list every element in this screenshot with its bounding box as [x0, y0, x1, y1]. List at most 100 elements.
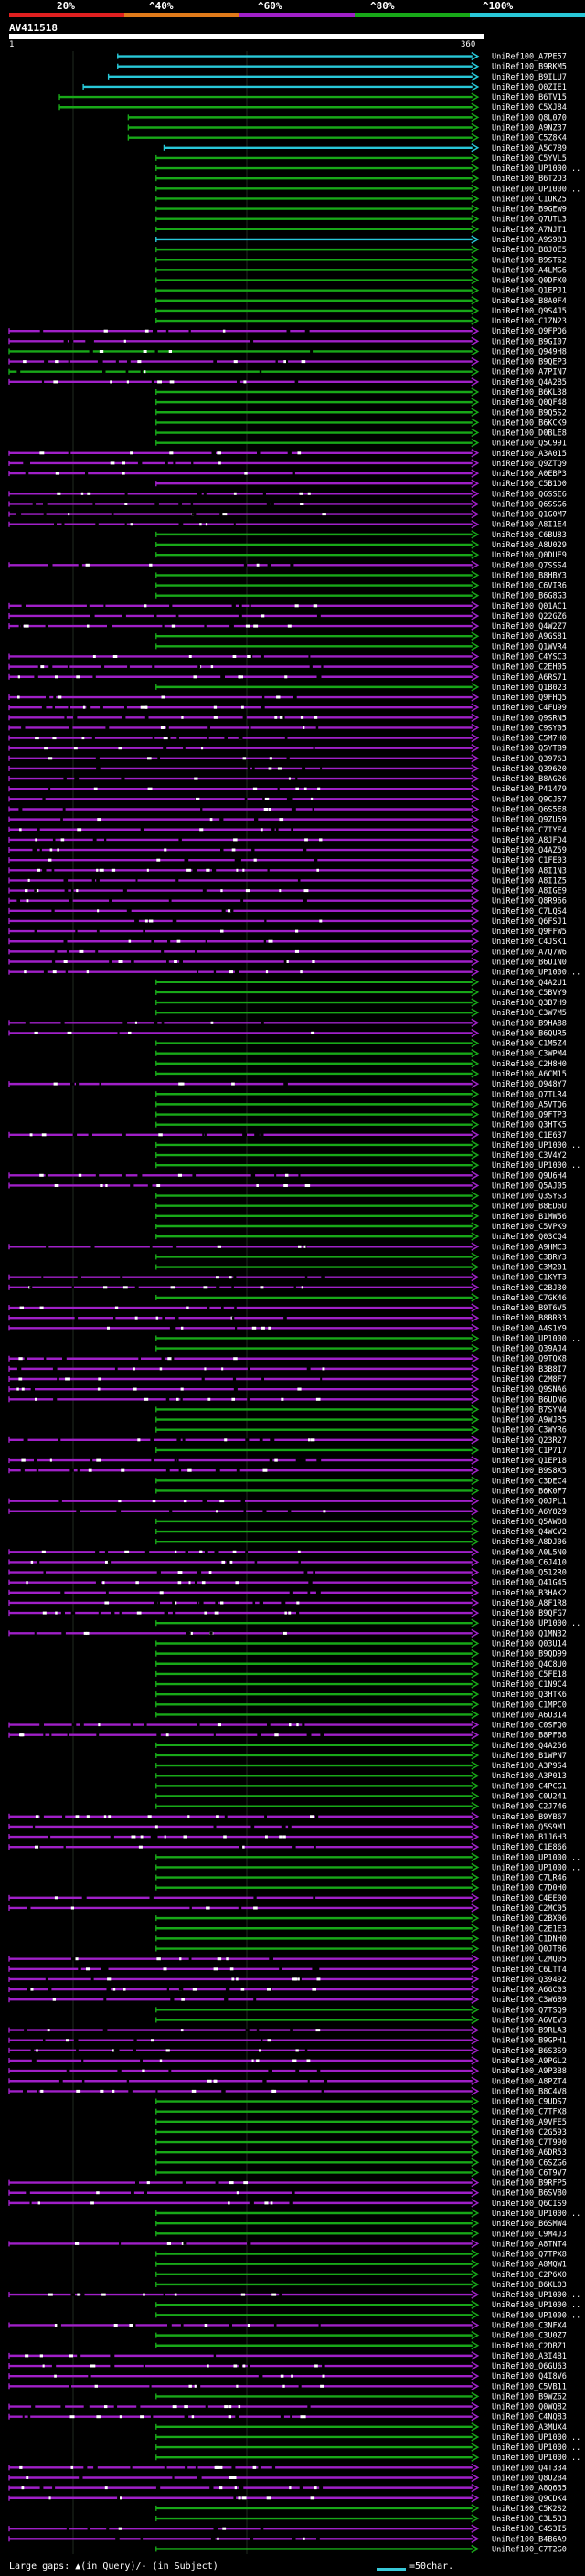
hit-row[interactable]: UniRef100_Q22GZ6: [8, 611, 567, 621]
hit-row[interactable]: UniRef100_B6KL03: [155, 2280, 567, 2290]
hit-row[interactable]: UniRef100_C3M201: [155, 1262, 567, 1273]
hit-label[interactable]: UniRef100_A8U029: [492, 541, 567, 550]
hit-label[interactable]: UniRef100_A9NZ37: [492, 124, 567, 133]
hit-row[interactable]: UniRef100_C3W7M5: [155, 1008, 567, 1018]
hit-row[interactable]: UniRef100_Q8L070: [127, 112, 567, 122]
hit-label[interactable]: UniRef100_UP1000...: [492, 185, 580, 194]
hit-row[interactable]: UniRef100_C6VIR6: [155, 580, 567, 591]
hit-row[interactable]: UniRef100_B9WZ62: [155, 2391, 567, 2401]
hit-row[interactable]: UniRef100_Q39763: [8, 754, 567, 764]
hit-label[interactable]: UniRef100_B1WPN7: [492, 1752, 567, 1761]
hit-label[interactable]: UniRef100_UP1000...: [492, 2454, 580, 2463]
hit-row[interactable]: UniRef100_C6BU83: [155, 530, 567, 540]
hit-label[interactable]: UniRef100_Q5C991: [492, 440, 567, 449]
hit-label[interactable]: UniRef100_B3B8I7: [492, 1365, 567, 1374]
hit-row[interactable]: UniRef100_UP1000...: [155, 2209, 580, 2219]
hit-row[interactable]: UniRef100_Q7TPX8: [155, 2249, 567, 2260]
hit-row[interactable]: UniRef100_Q9S4J5: [155, 306, 567, 316]
hit-label[interactable]: UniRef100_UP1000...: [492, 2291, 580, 2300]
hit-label[interactable]: UniRef100_C4YSC3: [492, 653, 567, 663]
hit-label[interactable]: UniRef100_A8JFD4: [492, 836, 567, 845]
hit-row[interactable]: UniRef100_C5YVL5: [155, 154, 567, 164]
hit-label[interactable]: UniRef100_B8ED6U: [492, 1203, 567, 1212]
hit-label[interactable]: UniRef100_Q9ZU59: [492, 816, 567, 825]
hit-row[interactable]: UniRef100_B1J6H3: [8, 1832, 567, 1842]
hit-row[interactable]: UniRef100_C7IYE4: [8, 825, 567, 835]
hit-label[interactable]: UniRef100_B9S8X5: [492, 1467, 567, 1476]
hit-row[interactable]: UniRef100_Q948Y7: [8, 1079, 567, 1089]
hit-row[interactable]: UniRef100_Q4I8V6: [8, 2371, 567, 2381]
hit-label[interactable]: UniRef100_C3BRY3: [492, 1253, 567, 1262]
hit-label[interactable]: UniRef100_B9QFG7: [492, 1609, 567, 1618]
hit-row[interactable]: UniRef100_C1ZN23: [155, 316, 567, 326]
hit-row[interactable]: UniRef100_Q1G0M7: [8, 509, 567, 520]
hit-row[interactable]: UniRef100_B6TV15: [58, 92, 567, 102]
hit-label[interactable]: UniRef100_A9P3B8: [492, 2067, 567, 2076]
hit-label[interactable]: UniRef100_Q9CDK4: [492, 2495, 567, 2504]
hit-label[interactable]: UniRef100_UP1000...: [492, 1853, 580, 1862]
hit-row[interactable]: UniRef100_B4B6A9: [8, 2534, 567, 2544]
hit-label[interactable]: UniRef100_C4PCG1: [492, 1782, 567, 1791]
hit-label[interactable]: UniRef100_Q4W2Z7: [492, 622, 567, 631]
hit-row[interactable]: UniRef100_A8Q635: [8, 2483, 567, 2494]
hit-label[interactable]: UniRef100_A8I1N3: [492, 866, 567, 875]
hit-row[interactable]: UniRef100_C2MQ05: [8, 1954, 567, 1965]
hit-row[interactable]: UniRef100_A6CM15: [155, 1069, 567, 1079]
hit-label[interactable]: UniRef100_Q4WCV2: [492, 1528, 567, 1537]
hit-label[interactable]: UniRef100_UP1000...: [492, 164, 580, 174]
hit-row[interactable]: UniRef100_A4S1Y9: [8, 1323, 567, 1333]
hit-row[interactable]: UniRef100_A3A015: [8, 449, 567, 459]
hit-row[interactable]: UniRef100_Q7TLR4: [155, 1089, 567, 1099]
hit-row[interactable]: UniRef100_C0U241: [155, 1791, 567, 1802]
hit-row[interactable]: UniRef100_A9P3B8: [8, 2066, 567, 2076]
hit-label[interactable]: UniRef100_UP1000...: [492, 1335, 580, 1344]
hit-row[interactable]: UniRef100_Q8R966: [8, 896, 567, 906]
hit-label[interactable]: UniRef100_Q9SRN5: [492, 714, 567, 723]
hit-row[interactable]: UniRef100_C2EH05: [8, 662, 567, 673]
hit-label[interactable]: UniRef100_Q9U6H4: [492, 1171, 567, 1181]
hit-label[interactable]: UniRef100_C7T990: [492, 2138, 567, 2147]
hit-label[interactable]: UniRef100_C1UK25: [492, 195, 567, 204]
hit-label[interactable]: UniRef100_Q5YTB9: [492, 745, 567, 754]
hit-row[interactable]: UniRef100_C3WYR6: [155, 1426, 567, 1436]
hit-label[interactable]: UniRef100_UP1000...: [492, 2311, 580, 2320]
hit-row[interactable]: UniRef100_B9ILU7: [107, 72, 567, 82]
hit-label[interactable]: UniRef100_B9WZ62: [492, 2392, 567, 2401]
hit-row[interactable]: UniRef100_A6U314: [155, 1710, 567, 1720]
hit-row[interactable]: UniRef100_A3P013: [155, 1771, 567, 1781]
hit-row[interactable]: UniRef100_UP1000...: [155, 2443, 580, 2453]
hit-row[interactable]: UniRef100_C6J410: [8, 1557, 567, 1567]
hit-row[interactable]: UniRef100_C1UK25: [155, 194, 567, 204]
hit-label[interactable]: UniRef100_B9GEW9: [492, 206, 567, 215]
hit-row[interactable]: UniRef100_A0EBP3: [8, 469, 567, 479]
hit-row[interactable]: UniRef100_Q512R0: [8, 1567, 567, 1578]
hit-row[interactable]: UniRef100_Q9ZTQ9: [8, 459, 567, 469]
hit-label[interactable]: UniRef100_B6UDN6: [492, 1395, 567, 1405]
hit-row[interactable]: UniRef100_C7D0H0: [155, 1883, 567, 1893]
hit-label[interactable]: UniRef100_Q3HTK6: [492, 1691, 567, 1700]
hit-label[interactable]: UniRef100_B8J0E5: [492, 246, 567, 255]
hit-row[interactable]: UniRef100_UP1000...: [155, 2300, 580, 2310]
hit-row[interactable]: UniRef100_Q39492: [8, 1975, 567, 1985]
hit-row[interactable]: UniRef100_B6KCK9: [155, 418, 567, 428]
hit-label[interactable]: UniRef100_A6GC03: [492, 1986, 567, 1995]
hit-row[interactable]: UniRef100_A7PE57: [117, 51, 567, 62]
hit-row[interactable]: UniRef100_A7NJT1: [155, 225, 567, 235]
hit-label[interactable]: UniRef100_UP1000...: [492, 969, 580, 978]
hit-label[interactable]: UniRef100_Q1B023: [492, 684, 567, 693]
hit-row[interactable]: UniRef100_Q9U6H4: [8, 1171, 567, 1181]
hit-row[interactable]: UniRef100_C7T2G0: [155, 2544, 567, 2554]
hit-label[interactable]: UniRef100_Q8U2B4: [492, 2475, 567, 2484]
hit-label[interactable]: UniRef100_Q512R0: [492, 1569, 567, 1578]
hit-row[interactable]: UniRef100_A9WJR5: [155, 1415, 567, 1426]
hit-row[interactable]: UniRef100_Q03U14: [155, 1638, 567, 1649]
hit-row[interactable]: UniRef100_C5Z8K4: [127, 133, 567, 143]
hit-label[interactable]: UniRef100_Q0DFX0: [492, 277, 567, 286]
hit-label[interactable]: UniRef100_C1KYT3: [492, 1274, 567, 1283]
hit-label[interactable]: UniRef100_C4S3I5: [492, 2525, 567, 2534]
hit-label[interactable]: UniRef100_C7T2G0: [492, 2545, 567, 2554]
hit-row[interactable]: UniRef100_B6KL38: [155, 387, 567, 398]
hit-row[interactable]: UniRef100_B6SMW4: [155, 2219, 567, 2229]
hit-label[interactable]: UniRef100_C6J410: [492, 1558, 567, 1567]
hit-label[interactable]: UniRef100_Q03U14: [492, 1640, 567, 1649]
